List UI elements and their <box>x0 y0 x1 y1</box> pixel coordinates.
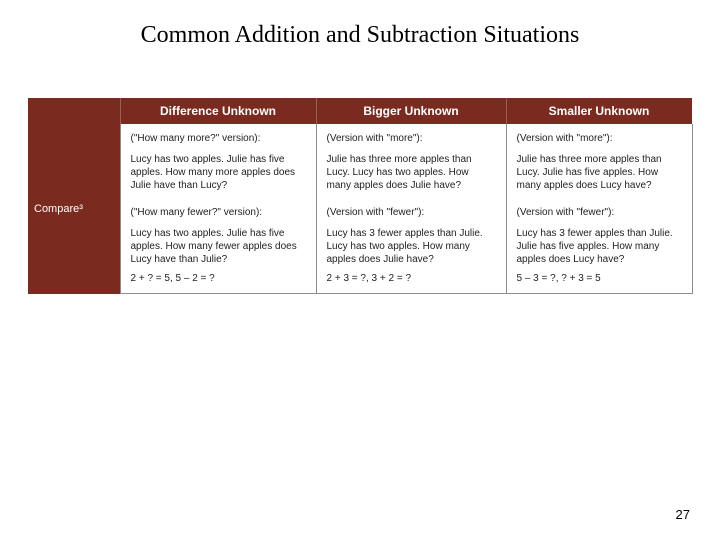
diff-v2-body: Lucy has two apples. Julie has five appl… <box>131 227 306 266</box>
diff-v1-label: ("How many more?" version): <box>131 132 306 145</box>
col-header-smaller: Smaller Unknown <box>506 98 692 124</box>
smaller-equation: 5 – 3 = ?, ? + 3 = 5 <box>517 272 682 285</box>
smaller-v1-label: (Version with "more"): <box>517 132 682 145</box>
header-blank <box>28 98 120 124</box>
cell-smaller-unknown: (Version with "more"): Julie has three m… <box>506 124 692 294</box>
page-title: Common Addition and Subtraction Situatio… <box>0 22 720 49</box>
bigger-v2-label: (Version with "fewer"): <box>327 206 496 219</box>
slide: Common Addition and Subtraction Situatio… <box>0 0 720 540</box>
smaller-v1-body: Julie has three more apples than Lucy. J… <box>517 153 682 192</box>
table-row: Compare³ ("How many more?" version): Luc… <box>28 124 692 294</box>
diff-v1-body: Lucy has two apples. Julie has five appl… <box>131 153 306 192</box>
situations-table: Difference Unknown Bigger Unknown Smalle… <box>28 98 693 294</box>
situations-table-wrap: Difference Unknown Bigger Unknown Smalle… <box>28 98 692 294</box>
smaller-v2-body: Lucy has 3 fewer apples than Julie. Juli… <box>517 227 682 266</box>
smaller-v2-label: (Version with "fewer"): <box>517 206 682 219</box>
row-header-compare: Compare³ <box>28 124 120 294</box>
bigger-v1-label: (Version with "more"): <box>327 132 496 145</box>
cell-difference-unknown: ("How many more?" version): Lucy has two… <box>120 124 316 294</box>
col-header-bigger: Bigger Unknown <box>316 98 506 124</box>
col-header-difference: Difference Unknown <box>120 98 316 124</box>
diff-v2-label: ("How many fewer?" version): <box>131 206 306 219</box>
bigger-v2-body: Lucy has 3 fewer apples than Julie. Lucy… <box>327 227 496 266</box>
cell-bigger-unknown: (Version with "more"): Julie has three m… <box>316 124 506 294</box>
bigger-equation: 2 + 3 = ?, 3 + 2 = ? <box>327 272 496 285</box>
page-number: 27 <box>676 507 690 522</box>
diff-equation: 2 + ? = 5, 5 – 2 = ? <box>131 272 306 285</box>
table-header-row: Difference Unknown Bigger Unknown Smalle… <box>28 98 692 124</box>
bigger-v1-body: Julie has three more apples than Lucy. L… <box>327 153 496 192</box>
